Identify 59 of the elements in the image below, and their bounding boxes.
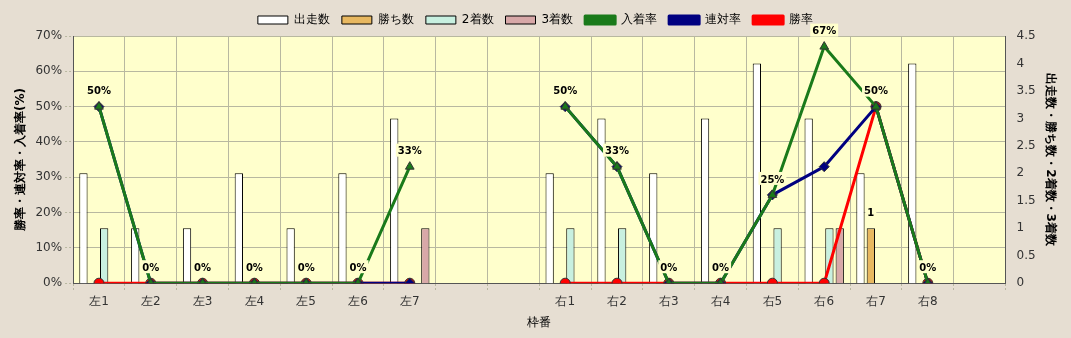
y2-tick-label: 2.5 bbox=[1016, 137, 1036, 152]
x-tick-label: 左5 bbox=[296, 293, 316, 308]
data-label: 50% bbox=[553, 85, 578, 97]
y2-tick-label: 4.5 bbox=[1016, 28, 1036, 43]
data-label: 67% bbox=[812, 25, 837, 37]
data-label: 0% bbox=[660, 261, 678, 273]
legend-label: 連対率 bbox=[705, 12, 742, 27]
x-tick-label: 右4 bbox=[710, 293, 731, 308]
x-tick-label: 右2 bbox=[607, 293, 627, 308]
data-label: 0% bbox=[194, 261, 212, 273]
y-tick-label: 20% bbox=[35, 204, 63, 219]
x-tick-label: 右8 bbox=[917, 293, 938, 308]
y2-tick-label: 0.5 bbox=[1016, 247, 1036, 262]
data-label: 0% bbox=[142, 261, 160, 273]
x-tick-label: 左4 bbox=[244, 293, 265, 308]
y-tick-label: 40% bbox=[35, 134, 63, 149]
legend-label: 勝率 bbox=[789, 12, 814, 27]
data-label: 0% bbox=[349, 261, 367, 273]
data-label: 50% bbox=[87, 85, 111, 97]
x-tick-label: 左2 bbox=[140, 293, 161, 308]
y-tick-label: 30% bbox=[35, 169, 63, 184]
data-label: 0% bbox=[712, 261, 730, 273]
x-tick-label: 左3 bbox=[192, 293, 213, 308]
y-tick-label: 0% bbox=[43, 275, 63, 290]
x-tick-label: 右1 bbox=[555, 293, 576, 308]
x-tick-label: 左7 bbox=[399, 293, 420, 308]
y-axis-title: 勝率・連対率・入着率(%) bbox=[13, 88, 28, 233]
y2-tick-label: 4 bbox=[1016, 55, 1025, 70]
y2-tick-label: 1 bbox=[1016, 220, 1025, 235]
data-label: 33% bbox=[397, 145, 422, 157]
y2-axis-title: 出走数・勝ち数・2着数・3着数 bbox=[1043, 73, 1058, 247]
data-label: 50% bbox=[864, 85, 888, 97]
data-label: 0% bbox=[919, 261, 937, 273]
data-label: 33% bbox=[605, 145, 629, 157]
y2-tick-label: 3.5 bbox=[1016, 83, 1036, 98]
y2-tick-label: 1.5 bbox=[1016, 192, 1036, 207]
legend-label: 入着率 bbox=[621, 12, 658, 27]
y2-tick-label: 2 bbox=[1016, 165, 1025, 180]
y-tick-label: 60% bbox=[35, 63, 63, 78]
x-tick-label: 右6 bbox=[814, 293, 835, 308]
data-label: 1 bbox=[867, 206, 875, 218]
data-label: 0% bbox=[297, 261, 315, 273]
x-tick-label: 右7 bbox=[866, 293, 886, 308]
x-tick-label: 左1 bbox=[89, 293, 109, 308]
data-label: 25% bbox=[760, 173, 785, 185]
x-tick-label: 右3 bbox=[658, 293, 679, 308]
y-tick-label: 10% bbox=[35, 240, 63, 255]
y-tick-label: 70% bbox=[35, 28, 63, 43]
y-tick-label: 50% bbox=[35, 98, 63, 113]
x-tick-label: 右5 bbox=[762, 293, 783, 308]
legend-label: 勝ち数 bbox=[377, 12, 414, 27]
y2-tick-label: 3 bbox=[1016, 110, 1025, 125]
legend-label: 出走数 bbox=[293, 12, 330, 27]
x-axis-title: 枠番 bbox=[526, 314, 552, 329]
y2-tick-label: 0 bbox=[1016, 275, 1025, 290]
legend-label: 3着数 bbox=[541, 12, 574, 27]
x-tick-label: 左6 bbox=[348, 293, 368, 308]
data-label: 0% bbox=[245, 261, 263, 273]
legend-label: 2着数 bbox=[461, 12, 494, 27]
